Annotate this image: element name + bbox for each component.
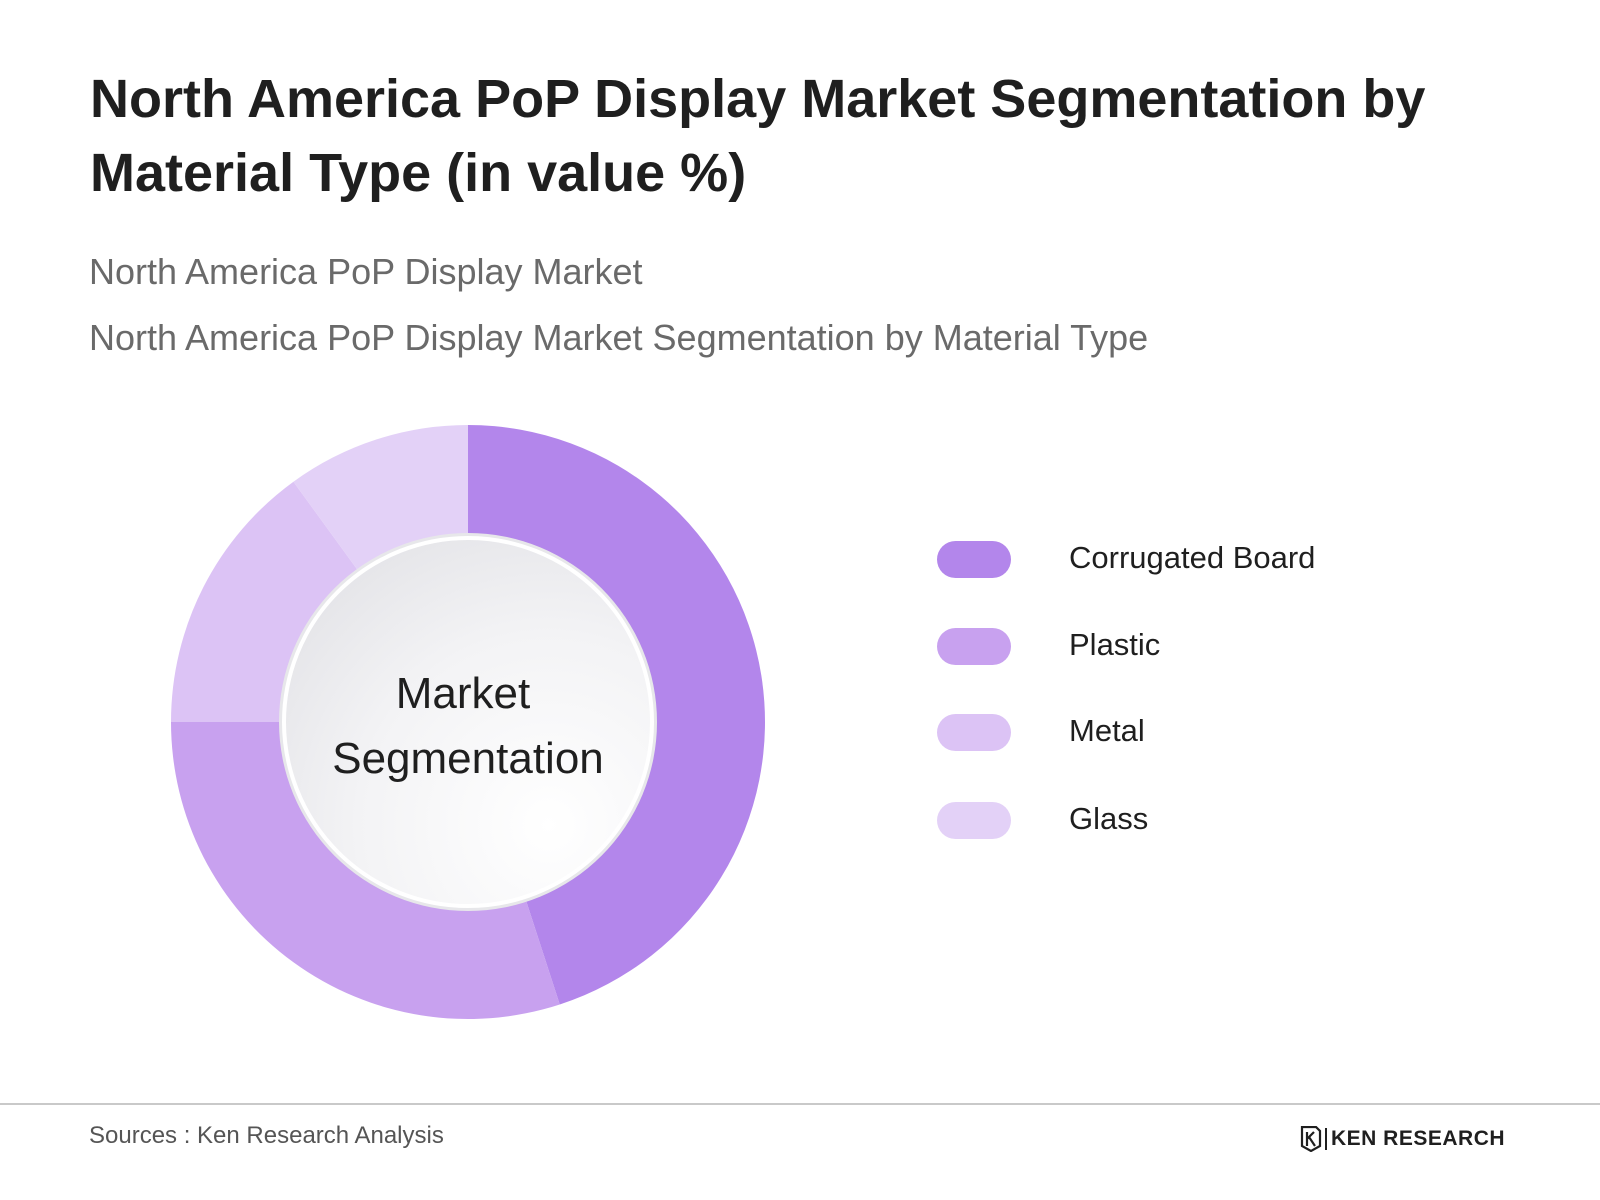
legend-swatch-glass xyxy=(937,802,1011,839)
legend-label-glass: Glass xyxy=(1069,801,1149,836)
donut-chart: Market Segmentation xyxy=(171,425,765,1020)
legend-swatch-metal xyxy=(937,714,1011,751)
brand-name: KEN RESEARCH xyxy=(1331,1127,1506,1150)
donut-slices xyxy=(171,425,765,1020)
donut-slice-metal xyxy=(171,481,358,722)
ken-research-logo-icon xyxy=(1300,1126,1322,1152)
legend-item-plastic: Plastic xyxy=(937,625,1437,665)
legend-item-metal: Metal xyxy=(937,711,1437,751)
legend-label-metal: Metal xyxy=(1069,713,1145,748)
legend-swatch-corrugated-board xyxy=(937,541,1011,578)
footer-divider xyxy=(0,1103,1600,1105)
donut-slice-corrugated-board xyxy=(468,425,765,1005)
chart-subtitle-2: North America PoP Display Market Segment… xyxy=(89,317,1149,358)
donut-slice-plastic xyxy=(171,722,560,1020)
center-label-line1: Market xyxy=(396,669,530,718)
legend-label-corrugated-board: Corrugated Board xyxy=(1069,540,1316,575)
chart-title: North America PoP Display Market Segment… xyxy=(90,69,1426,203)
chart-subtitle-1: North America PoP Display Market xyxy=(89,251,643,292)
brand-separator xyxy=(1325,1128,1327,1150)
legend-item-glass: Glass xyxy=(937,799,1437,839)
legend-label-plastic: Plastic xyxy=(1069,627,1161,662)
center-label-line2: Segmentation xyxy=(332,734,604,783)
legend-item-corrugated-board: Corrugated Board xyxy=(937,538,1437,578)
brand-logo: KEN RESEARCH xyxy=(1300,1124,1505,1154)
legend-swatch-plastic xyxy=(937,628,1011,665)
source-note: Sources : Ken Research Analysis xyxy=(89,1122,444,1149)
donut-slice-glass xyxy=(293,425,468,570)
donut-center-disc xyxy=(282,536,654,908)
